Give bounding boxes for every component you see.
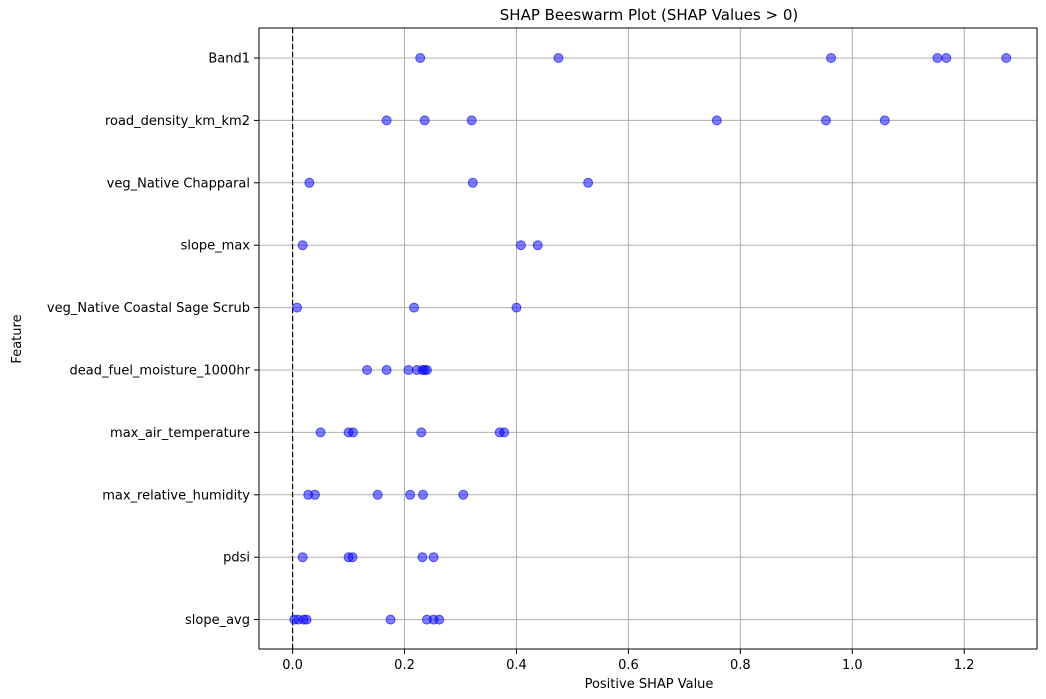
shap-point: [372, 489, 383, 500]
shap-point: [553, 53, 564, 63]
shap-point: [421, 365, 432, 375]
grid-layer: [259, 28, 1037, 649]
shap-point: [826, 53, 837, 63]
shap-point: [381, 365, 392, 375]
shap-point: [385, 614, 396, 625]
feature-label: max_relative_humidity: [102, 488, 250, 503]
shap-point: [403, 365, 414, 375]
shap-point: [347, 552, 358, 563]
shap-point: [458, 489, 469, 500]
x-tick-label: 0.0: [282, 658, 303, 673]
shap-point: [499, 427, 510, 438]
shap-point: [419, 115, 430, 126]
shap-point: [941, 53, 952, 63]
shap-point: [292, 302, 303, 313]
x-tick-label: 0.6: [618, 658, 639, 673]
shap-point: [466, 115, 477, 126]
shap-point: [297, 240, 308, 251]
feature-label: slope_max: [181, 239, 251, 254]
shap-point: [315, 427, 326, 438]
feature-label: dead_fuel_moisture_1000hr: [70, 364, 251, 379]
shap-point: [309, 489, 320, 500]
shap-point: [348, 427, 359, 438]
shap-point: [381, 115, 392, 126]
shap-point: [532, 240, 543, 251]
x-tick-label: 0.2: [394, 658, 415, 673]
shap-point: [515, 240, 526, 251]
feature-label: road_density_km_km2: [105, 114, 250, 129]
shap-point: [932, 53, 943, 63]
feature-label: Band1: [208, 52, 250, 67]
shap-point: [467, 177, 478, 188]
x-tick-label: 0.8: [730, 658, 751, 673]
shap-point: [409, 302, 420, 313]
shap-point: [820, 115, 831, 126]
x-axis-ticks: 0.0 0.2 0.4 0.6 0.8 1.0 1.2: [282, 649, 975, 673]
feature-label: max_air_temperature: [110, 426, 250, 441]
chart-title: SHAP Beeswarm Plot (SHAP Values > 0): [500, 6, 798, 24]
shap-point: [417, 489, 428, 500]
shap-point: [711, 115, 722, 126]
shap-point: [511, 302, 522, 313]
y-axis-ticks: Band1 road_density_km_km2 veg_Native Chapp…: [47, 52, 259, 628]
shap-point: [434, 614, 445, 625]
shap-point: [297, 552, 308, 563]
shap-point: [417, 552, 428, 563]
feature-label: veg_Native Chapparal: [107, 176, 250, 191]
plot-frame: [258, 27, 1038, 650]
shap-point: [1001, 53, 1012, 63]
x-axis-label: Positive SHAP Value: [585, 677, 714, 692]
shap-point: [405, 489, 416, 500]
y-axis-label: Feature: [10, 314, 25, 363]
feature-label: pdsi: [223, 551, 250, 566]
shap-point: [583, 177, 594, 188]
shap-point: [304, 177, 315, 188]
feature-label: veg_Native Coastal Sage Scrub: [47, 301, 250, 316]
shap-point: [416, 427, 427, 438]
x-tick-label: 0.4: [506, 658, 527, 673]
shap-point: [879, 115, 890, 126]
shap-point: [301, 614, 312, 625]
feature-label: slope_avg: [185, 613, 250, 628]
shap-point: [415, 53, 426, 63]
shap-point: [428, 552, 439, 563]
x-tick-label: 1.0: [842, 658, 863, 673]
shap-point: [362, 365, 373, 375]
points-layer: [289, 53, 1012, 625]
x-tick-label: 1.2: [954, 658, 975, 673]
